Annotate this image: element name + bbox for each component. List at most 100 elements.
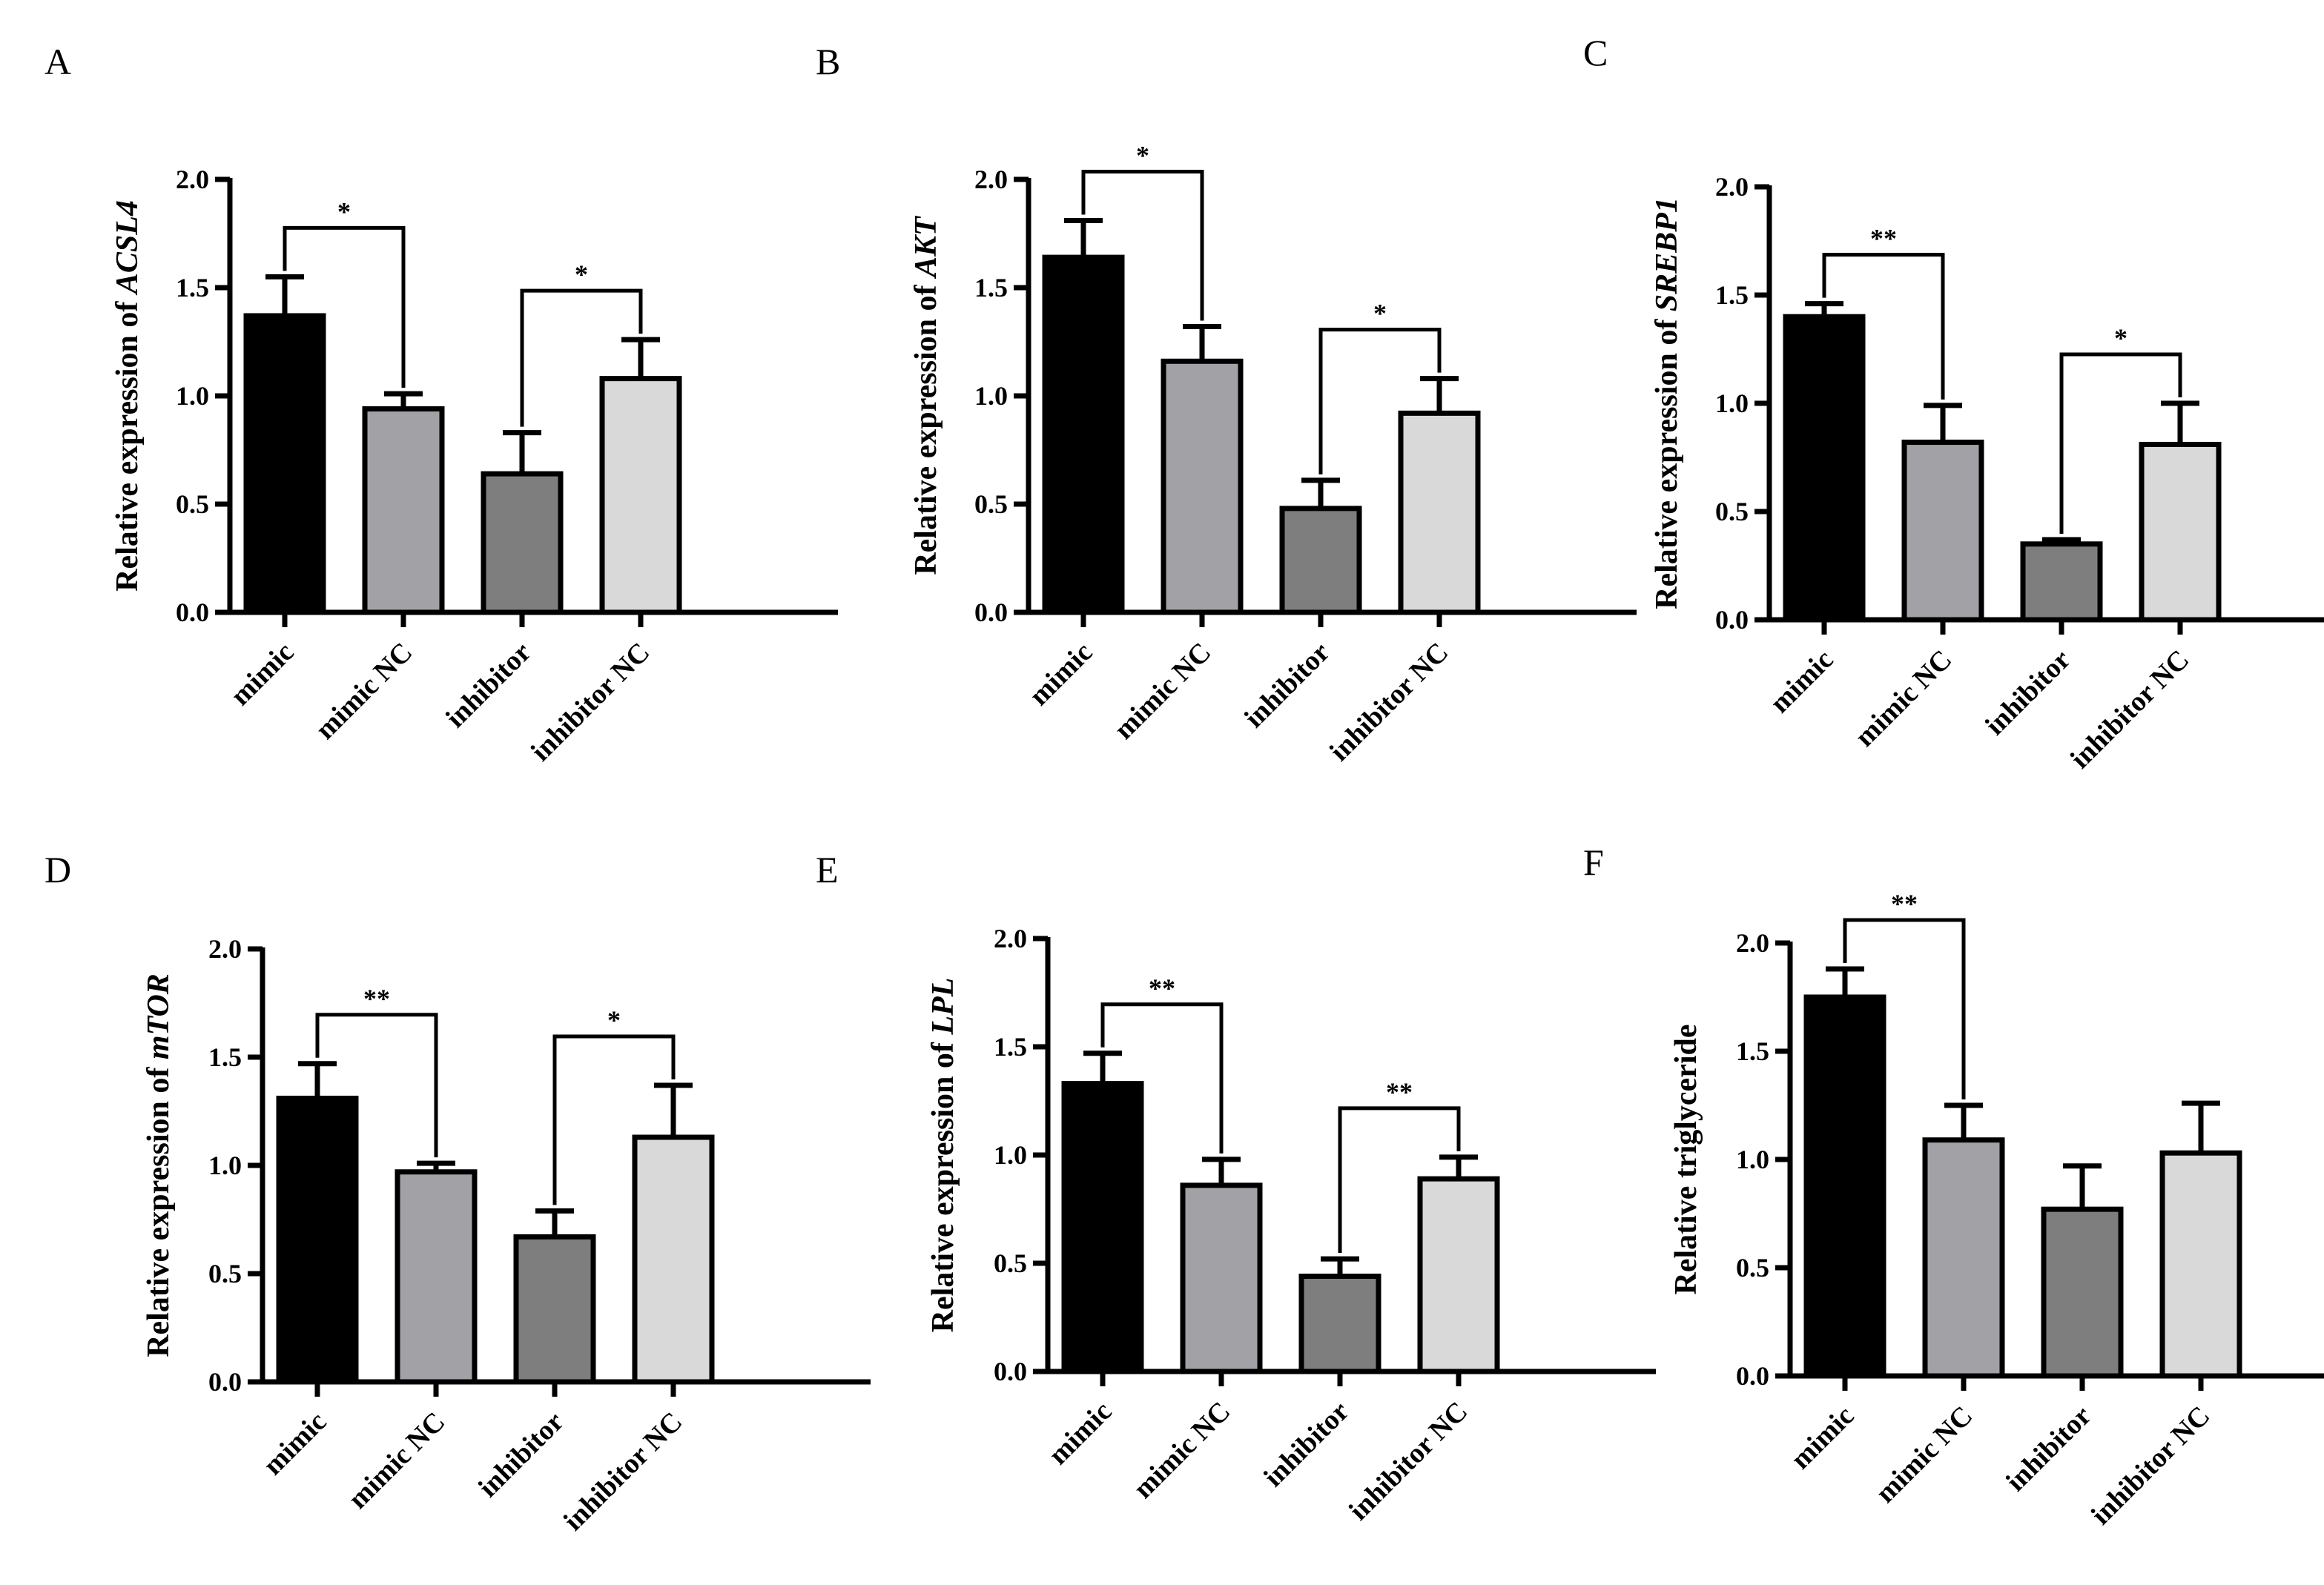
bar — [1161, 358, 1244, 615]
y-axis-title: Relative expression of mTOR — [142, 973, 176, 1357]
significance-label: ** — [1386, 1077, 1413, 1107]
bar — [1398, 410, 1481, 615]
y-axis-title-text: Relative expression of — [926, 1035, 960, 1333]
y-tick-label: 0.5 — [176, 489, 209, 519]
y-tick-label: 2.0 — [974, 165, 1008, 194]
bar — [1783, 314, 1866, 623]
y-axis-title-gene: ACSL4 — [110, 200, 145, 296]
bar — [276, 1095, 359, 1385]
significance-label: ** — [1149, 973, 1175, 1003]
x-tick-label: mimic — [225, 637, 300, 712]
x-tick-label: mimic — [1023, 637, 1098, 712]
x-tick-label: inhibitor NC — [1324, 637, 1454, 767]
significance-bracket — [1318, 328, 1442, 474]
significance-label: ** — [1891, 889, 1918, 919]
panel-b: B 0.0 0.5 1.0 1.5 2.0 Relative expression of A… — [816, 41, 1637, 767]
x-tick-label: mimic NC — [343, 1406, 452, 1515]
y-tick-label: 0.0 — [994, 1357, 1027, 1386]
significance-bracket — [2059, 352, 2182, 534]
bar — [632, 1134, 715, 1385]
panel-f: F 0.0 0.5 1.0 1.5 2.0 Relative triglyceride mim… — [1583, 841, 2324, 1531]
x-tick-label: inhibitor NC — [1343, 1396, 1473, 1526]
y-axis-title-text: Relative expression of — [909, 277, 943, 575]
x-tick-label: inhibitor — [440, 637, 537, 734]
panel-label: B — [816, 41, 840, 82]
y-axis-title-gene: AKT — [909, 215, 943, 279]
x-tick-label: inhibitor NC — [2064, 644, 2195, 775]
significance-label: ** — [363, 984, 390, 1013]
y-tick-label: 1.0 — [994, 1140, 1027, 1170]
panel-e: E 0.0 0.5 1.0 1.5 2.0 Relative expression of L… — [816, 849, 1656, 1526]
y-axis-title: Relative expression of SREBP1 — [1650, 197, 1684, 609]
bar — [1417, 1176, 1500, 1374]
x-tick-label: inhibitor — [2000, 1400, 2097, 1498]
significance-label: * — [607, 1005, 621, 1035]
x-tick-label: mimic NC — [1128, 1396, 1237, 1505]
y-axis-title-gene: SREBP1 — [1650, 197, 1684, 311]
panel-label: F — [1583, 841, 1604, 883]
x-tick-label: inhibitor — [1979, 644, 2076, 741]
significance-bracket — [1100, 1002, 1224, 1154]
y-tick-label: 2.0 — [176, 165, 209, 194]
bar — [1803, 994, 1886, 1379]
x-tick-label: inhibitor NC — [558, 1406, 688, 1537]
y-tick-label: 0.0 — [1736, 1361, 1769, 1391]
x-tick-label: mimic — [1764, 644, 1839, 719]
bar — [1298, 1274, 1381, 1374]
y-tick-label: 0.0 — [176, 598, 209, 627]
bar — [1042, 254, 1125, 615]
y-tick-label: 0.0 — [974, 598, 1008, 627]
x-tick-label: mimic — [257, 1406, 332, 1481]
y-tick-label: 0.0 — [208, 1367, 242, 1397]
y-tick-label: 1.0 — [208, 1151, 242, 1180]
panel-label: E — [816, 849, 839, 890]
significance-bracket — [1338, 1106, 1461, 1254]
y-tick-label: 1.5 — [176, 273, 209, 302]
significance-label: * — [1373, 299, 1387, 328]
significance-label: * — [337, 196, 351, 226]
y-tick-label: 1.5 — [974, 273, 1008, 302]
y-axis-title-text: Relative expression of — [1650, 311, 1684, 609]
significance-bracket — [283, 225, 406, 388]
y-tick-label: 1.5 — [208, 1042, 242, 1072]
significance-bracket — [1843, 918, 1966, 1099]
x-tick-label: inhibitor NC — [2085, 1400, 2216, 1531]
y-axis-title: Relative triglyceride — [1669, 1025, 1703, 1295]
x-tick-label: inhibitor — [1238, 637, 1336, 734]
y-axis-title-text: Relative expression of — [110, 294, 145, 592]
significance-bracket — [1822, 253, 1945, 400]
x-tick-label: inhibitor — [1258, 1396, 1355, 1493]
bar — [362, 406, 445, 615]
x-tick-label: mimic — [1043, 1396, 1118, 1471]
significance-label: * — [2114, 323, 2127, 353]
bar — [2139, 441, 2222, 623]
significance-bracket — [1081, 169, 1204, 321]
significance-bracket — [520, 288, 643, 427]
y-tick-label: 0.5 — [1715, 497, 1749, 526]
bar — [513, 1234, 596, 1385]
panel-label: A — [44, 41, 71, 82]
y-axis-title: Relative expression of LPL — [926, 978, 960, 1333]
y-tick-label: 1.0 — [1736, 1145, 1769, 1174]
y-tick-label: 1.5 — [994, 1032, 1027, 1062]
bar — [1279, 506, 1362, 615]
y-tick-label: 1.5 — [1715, 280, 1749, 310]
x-tick-label: mimic NC — [1109, 637, 1218, 746]
x-tick-label: mimic NC — [1870, 1400, 1979, 1509]
panel-label: C — [1583, 32, 1608, 73]
bar — [1922, 1137, 2005, 1379]
bar — [243, 313, 326, 615]
y-axis-title-text: Relative triglyceride — [1669, 1025, 1703, 1295]
bar — [1061, 1081, 1144, 1374]
bar — [481, 471, 564, 615]
y-tick-label: 0.5 — [974, 489, 1008, 519]
y-axis-title-gene: LPL — [926, 978, 960, 1036]
y-axis-title-gene: mTOR — [142, 973, 176, 1059]
y-tick-label: 1.0 — [974, 381, 1008, 411]
y-tick-label: 1.0 — [176, 381, 209, 411]
bar — [2020, 541, 2103, 623]
y-tick-label: 2.0 — [994, 924, 1027, 953]
panel-label: D — [44, 849, 71, 890]
